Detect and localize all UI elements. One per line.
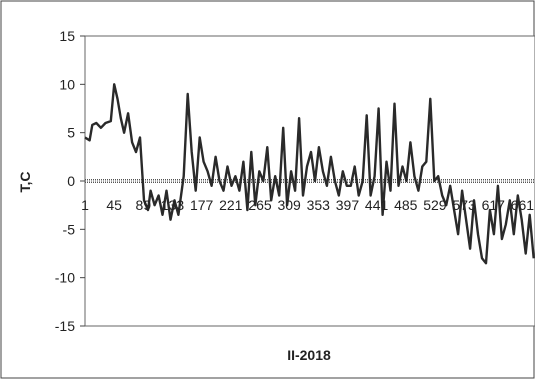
x-tick-label: 441 <box>365 197 389 213</box>
x-tick-label: 133 <box>161 197 185 213</box>
x-tick-label: 309 <box>277 197 301 213</box>
x-tick-label: 485 <box>394 197 418 213</box>
x-tick-label: 177 <box>190 197 214 213</box>
y-tick-label: 10 <box>59 76 75 92</box>
x-tick-label: 529 <box>423 197 447 213</box>
x-tick-label: 661 <box>511 197 535 213</box>
x-axis: 1 45 89 133 177 221 265 309 353 397 441 485 529 573 61… <box>81 197 534 213</box>
series-layer <box>84 83 535 265</box>
x-axis-title: II-2018 <box>287 347 331 363</box>
y-tick-label: 15 <box>59 28 75 44</box>
y-axis-title: T,C <box>17 172 33 193</box>
x-tick-label: 1 <box>81 197 89 213</box>
x-tick-label: 397 <box>336 197 360 213</box>
x-tick-label: 45 <box>106 197 122 213</box>
y-tick-label: -10 <box>55 270 75 286</box>
temperature-series-line <box>84 83 535 265</box>
x-tick-label: 353 <box>307 197 331 213</box>
x-tick-label: 221 <box>219 197 243 213</box>
y-tick-label: 0 <box>67 173 75 189</box>
y-tick-label: 5 <box>67 125 75 141</box>
zero-reference-line <box>85 179 535 183</box>
x-tick-label: 265 <box>248 197 272 213</box>
y-tick-label: -5 <box>63 221 76 237</box>
x-tick-label: 617 <box>482 197 506 213</box>
y-tick-label: -15 <box>55 318 75 334</box>
x-tick-label: 89 <box>136 197 152 213</box>
y-axis: 15 10 5 0 -5 -10 -15 <box>55 28 85 334</box>
x-tick-label: 573 <box>452 197 476 213</box>
